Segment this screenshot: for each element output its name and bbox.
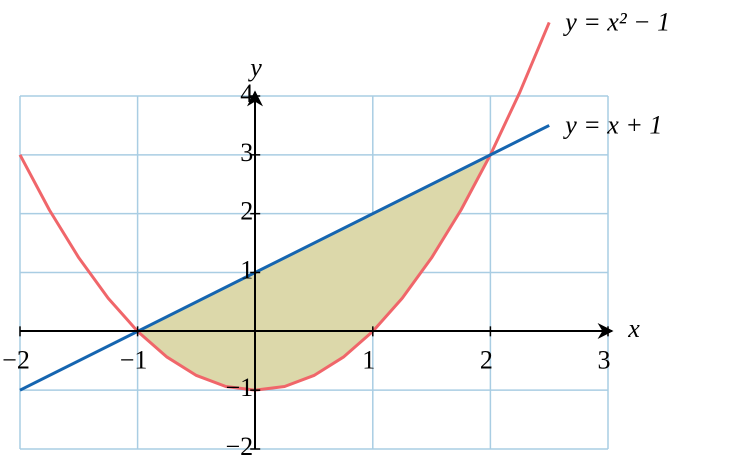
x-tick-label: 1: [362, 345, 375, 374]
ticks: −2 −1 1 2 3 −2 −1 1 2 3 4: [2, 79, 610, 459]
series-label: y = x² − 1: [562, 7, 670, 36]
x-tick-label: 3: [598, 345, 611, 374]
y-tick-label: −1: [226, 373, 254, 402]
y-tick-label: −2: [226, 432, 254, 459]
x-tick-label: −2: [2, 345, 30, 374]
y-tick-label: 1: [240, 255, 253, 284]
x-axis-label: x: [627, 314, 640, 343]
series-line: [18, 21, 551, 392]
plot-area: [18, 21, 551, 392]
x-tick-label: −1: [120, 345, 148, 374]
x-tick-label: 2: [480, 345, 493, 374]
series-label: y = x + 1: [562, 110, 662, 139]
grid: [19, 95, 609, 450]
y-tick-label: 3: [240, 138, 253, 167]
series-line: [19, 124, 550, 392]
y-tick-label: 4: [240, 79, 253, 108]
y-tick-label: 2: [240, 197, 253, 226]
y-axis-label: y: [247, 53, 262, 82]
